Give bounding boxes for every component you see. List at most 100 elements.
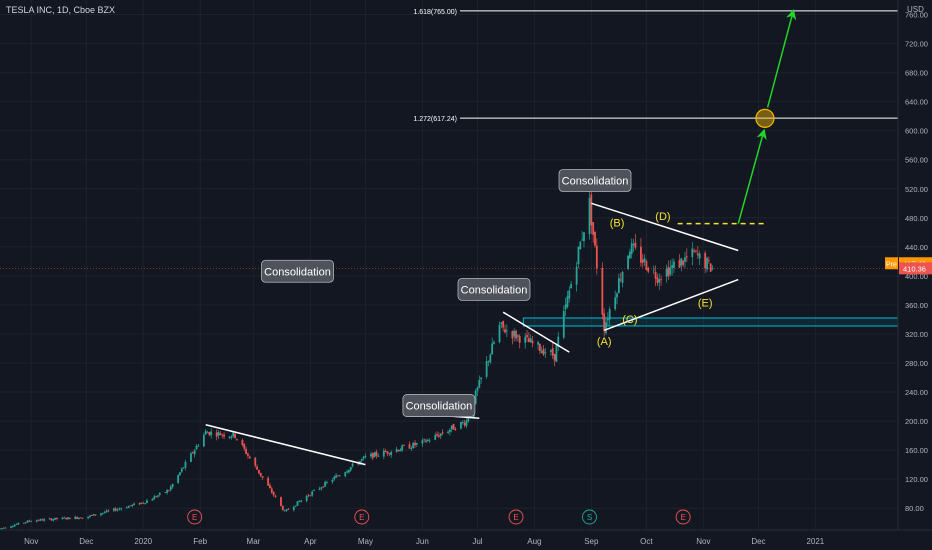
candle-body xyxy=(553,353,556,361)
candle-body xyxy=(195,445,198,450)
candle-body xyxy=(351,463,354,467)
candle-body xyxy=(601,267,604,315)
candle-body xyxy=(460,422,462,429)
candle-body xyxy=(685,256,688,258)
candle-body xyxy=(693,250,696,252)
candle-body xyxy=(116,509,119,511)
candle-body xyxy=(305,496,308,501)
candle-body xyxy=(498,324,501,343)
candle-body xyxy=(232,432,235,437)
candle-body xyxy=(583,232,585,242)
candle-body xyxy=(169,486,172,490)
candle-body xyxy=(81,518,84,519)
candle-body xyxy=(202,434,205,447)
price-tick-label: 400.00 xyxy=(905,272,928,281)
candle-body xyxy=(140,502,143,504)
candle-body xyxy=(191,452,194,454)
candle-body xyxy=(364,456,367,457)
candle-body xyxy=(76,516,79,519)
candle-body xyxy=(292,506,295,511)
price-tick-label: 320.00 xyxy=(905,330,928,339)
candle-body xyxy=(101,512,104,514)
candle-body xyxy=(193,450,196,455)
candle-body xyxy=(704,252,707,269)
candle-body xyxy=(78,517,80,520)
candle-body xyxy=(311,491,314,496)
candle-body xyxy=(0,528,1,530)
candle-body xyxy=(318,488,321,490)
consolidation-label: Consolidation xyxy=(562,176,629,188)
candle-body xyxy=(562,310,565,338)
candle-body xyxy=(120,508,123,510)
candle-body xyxy=(487,360,490,362)
candle-body xyxy=(68,517,71,520)
consolidation-label-box xyxy=(402,394,476,417)
candle-body xyxy=(164,492,167,493)
event-marker-label: E xyxy=(359,513,364,522)
price-tick-label: 160.00 xyxy=(905,446,928,455)
candle-body xyxy=(184,461,187,468)
time-tick-label: Jun xyxy=(416,537,429,546)
event-marker xyxy=(187,509,203,525)
candle-body xyxy=(272,491,275,496)
candle-body xyxy=(13,524,16,527)
price-tick-label: 720.00 xyxy=(905,40,928,49)
wave-label: (C) xyxy=(622,314,637,326)
candle-body xyxy=(709,263,712,272)
candle-body xyxy=(215,432,218,437)
candle-body xyxy=(439,433,442,437)
candle-body xyxy=(171,483,174,488)
candle-body xyxy=(309,495,312,497)
candle-body xyxy=(287,509,290,510)
candle-body xyxy=(614,297,617,310)
candle-body xyxy=(168,490,170,492)
candle-body xyxy=(210,431,213,436)
last-price-label: 410.36 xyxy=(903,264,926,273)
consolidation-label: Consolidation xyxy=(406,401,473,413)
candle-body xyxy=(371,452,374,459)
candle-body xyxy=(630,243,633,254)
candle-body xyxy=(518,335,521,343)
candle-body xyxy=(131,504,134,507)
candle-body xyxy=(243,444,246,449)
candle-body xyxy=(151,498,154,501)
candle-body xyxy=(410,447,413,449)
candle-body xyxy=(280,496,282,506)
candle-body xyxy=(180,468,183,472)
event-marker-label: E xyxy=(192,513,197,522)
candle-body xyxy=(680,258,683,266)
pre-tag: Pre xyxy=(886,261,897,268)
chart-title: TESLA INC, 1D, Cboe BZX xyxy=(6,5,116,15)
candle-body xyxy=(320,487,323,489)
candle-body xyxy=(665,268,668,277)
candle-body xyxy=(63,517,66,519)
candle-body xyxy=(408,444,411,449)
candle-body xyxy=(678,260,681,268)
candle-body xyxy=(603,313,606,332)
candle-body xyxy=(669,267,672,275)
candle-body xyxy=(267,477,270,486)
candle-body xyxy=(504,329,506,333)
candle-body xyxy=(100,513,102,516)
candle-body xyxy=(331,480,334,482)
candle-body xyxy=(35,520,38,522)
candle-body xyxy=(349,467,352,471)
candle-body xyxy=(274,495,277,497)
candle-body xyxy=(336,475,339,477)
time-tick-label: Oct xyxy=(640,537,653,546)
candle-body xyxy=(157,495,159,497)
candle-body xyxy=(465,420,468,427)
candle-body xyxy=(17,522,20,525)
candle-body xyxy=(550,350,552,353)
target-circle xyxy=(755,108,775,128)
candle-body xyxy=(370,453,372,457)
candle-body xyxy=(254,457,257,466)
candle-body xyxy=(0,528,3,529)
candle-body xyxy=(463,422,466,426)
candle-body xyxy=(204,430,207,435)
event-marker-label: E xyxy=(513,513,518,522)
candle-body xyxy=(605,322,607,334)
candle-body xyxy=(515,330,517,339)
candle-body xyxy=(333,476,336,480)
